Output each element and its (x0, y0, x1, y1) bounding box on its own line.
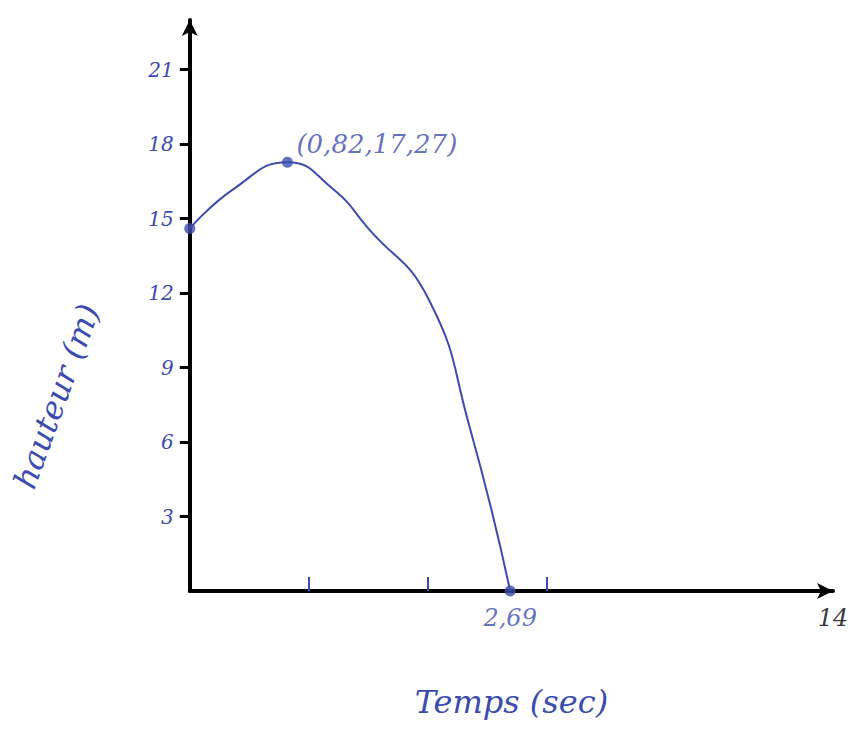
svg-text:hauteur (m): hauteur (m) (6, 299, 108, 494)
svg-text:Temps (sec): Temps (sec) (415, 683, 608, 721)
svg-text:12: 12 (148, 281, 173, 305)
svg-text:18: 18 (148, 132, 173, 156)
svg-text:21: 21 (147, 58, 173, 82)
svg-text:(0,82,17,27): (0,82,17,27) (296, 129, 457, 159)
svg-text:2,69: 2,69 (482, 604, 536, 632)
svg-text:3: 3 (161, 505, 174, 529)
svg-text:6: 6 (161, 430, 174, 454)
svg-text:9: 9 (161, 356, 174, 380)
svg-text:15: 15 (148, 207, 173, 231)
svg-text:14: 14 (818, 604, 849, 632)
